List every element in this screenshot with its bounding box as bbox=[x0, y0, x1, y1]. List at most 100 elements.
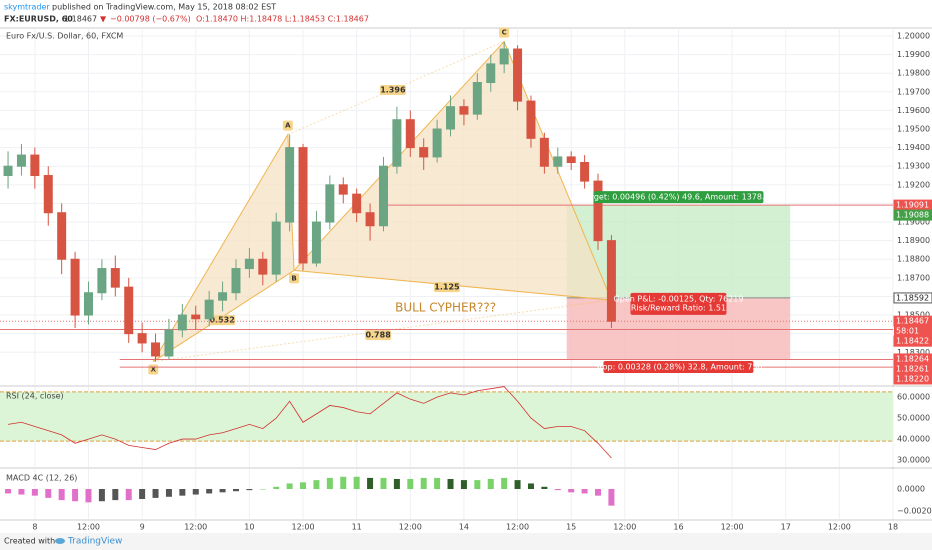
rsi-band bbox=[0, 391, 893, 442]
annotation: BULL CYPHER??? bbox=[395, 300, 496, 314]
y-tick-label: 1.20000 bbox=[897, 31, 930, 40]
footer-bar bbox=[0, 533, 932, 550]
symbol: FX:EURUSD, 60 bbox=[4, 15, 73, 24]
footer-brand[interactable]: TradingView bbox=[67, 537, 122, 547]
candle-body bbox=[70, 258, 80, 316]
y-tick-label: 0.0000 bbox=[897, 485, 925, 494]
x-tick-label: 12:00 bbox=[184, 523, 207, 532]
candle-body bbox=[311, 221, 321, 264]
macd-bar bbox=[380, 477, 387, 489]
macd-bar bbox=[474, 480, 481, 489]
macd-bar bbox=[581, 489, 588, 494]
y-tick-label: 1.19500 bbox=[897, 125, 930, 134]
footer-created: Created with bbox=[4, 537, 55, 546]
x-tick-label: 12:00 bbox=[77, 523, 100, 532]
x-tick-label: 12:00 bbox=[828, 523, 851, 532]
candle-body bbox=[419, 147, 429, 158]
stop-label: Stop: 0.00328 (0.28%) 32.8, Amount: 750 bbox=[594, 362, 762, 371]
x-tick-label: 12:00 bbox=[613, 523, 636, 532]
price-tag-label: 1.19091 bbox=[896, 201, 929, 210]
candle-body bbox=[338, 184, 348, 195]
macd-bar bbox=[434, 477, 441, 489]
y-tick-label: 1.19400 bbox=[897, 143, 930, 152]
y-tick-label: 1.19800 bbox=[897, 69, 930, 78]
y-tick-label: 1.19700 bbox=[897, 87, 930, 96]
price-tag bbox=[893, 373, 932, 385]
candle-body bbox=[325, 184, 335, 223]
y-tick-label: −0.0020 bbox=[897, 507, 932, 516]
macd-bar bbox=[568, 489, 575, 493]
rsi-line bbox=[7, 386, 612, 459]
macd-bar bbox=[447, 479, 454, 489]
ratio-label: 0.788 bbox=[365, 331, 391, 340]
y-tick-label: 1.19000 bbox=[897, 218, 930, 227]
point-label: C bbox=[502, 29, 507, 37]
candle-body bbox=[539, 137, 549, 167]
macd-bar bbox=[232, 489, 239, 492]
candle-body bbox=[472, 82, 482, 115]
ratio-badge bbox=[433, 282, 460, 293]
candle-body bbox=[513, 48, 523, 102]
pnl-box bbox=[630, 292, 727, 315]
candle-body bbox=[124, 286, 134, 335]
point-badge bbox=[499, 27, 510, 38]
x-tick-label: 8 bbox=[32, 523, 37, 532]
x-tick-label: 14 bbox=[459, 523, 469, 532]
macd-bar bbox=[393, 479, 400, 489]
price-tag bbox=[893, 209, 932, 221]
ratio-badge bbox=[209, 315, 236, 326]
candle-body bbox=[57, 212, 67, 260]
price-tag-label: 1.18422 bbox=[896, 337, 929, 346]
candle-body bbox=[446, 106, 456, 130]
y-tick-label: 30.0000 bbox=[897, 456, 930, 465]
countdown-box bbox=[894, 326, 932, 337]
author[interactable]: skymtrader bbox=[4, 3, 50, 12]
candle-body bbox=[580, 162, 590, 182]
ohlc: O:1.18470 H:1.18478 L:1.18453 C:1.18467 bbox=[196, 15, 369, 24]
point-label: X bbox=[151, 366, 157, 374]
macd-bar bbox=[192, 489, 199, 495]
candle-body bbox=[378, 165, 388, 227]
macd-bar bbox=[300, 482, 307, 489]
candle-body bbox=[526, 100, 536, 139]
candle-body bbox=[499, 48, 509, 65]
y-tick-label: 50.0000 bbox=[897, 414, 930, 423]
ratio-label: 1.396 bbox=[380, 85, 406, 94]
candle-body bbox=[177, 314, 187, 331]
macd-bar bbox=[259, 489, 266, 490]
y-tick-label: 1.18700 bbox=[897, 273, 930, 282]
macd-bar bbox=[501, 477, 508, 489]
x-tick-label: 9 bbox=[140, 523, 145, 532]
macd-bar bbox=[246, 489, 253, 491]
candle-body bbox=[97, 268, 107, 294]
candle-body bbox=[432, 128, 442, 158]
candle-body bbox=[606, 240, 616, 322]
point-label: B bbox=[291, 274, 296, 282]
panel-title: MACD 4C (12, 26) bbox=[6, 474, 77, 483]
candle-body bbox=[16, 154, 26, 167]
target-label: Target: 0.00496 (0.42%) 49.6, Amount: 13… bbox=[581, 193, 774, 202]
candle-body bbox=[553, 156, 563, 167]
point-label: A bbox=[285, 122, 291, 130]
last-price: 1.18467 bbox=[64, 15, 97, 24]
candle-body bbox=[298, 147, 308, 264]
candle-body bbox=[30, 154, 40, 177]
x-tick-label: 17 bbox=[781, 523, 791, 532]
macd-bar bbox=[72, 489, 79, 502]
y-tick-label: 1.18900 bbox=[897, 236, 930, 245]
candle-body bbox=[593, 180, 603, 242]
price-tag-label: 1.19088 bbox=[896, 211, 929, 220]
pattern-guide bbox=[294, 269, 612, 301]
chart-title: Euro Fx/U.S. Dollar, 60, FXCM bbox=[6, 32, 123, 41]
macd-bar bbox=[595, 489, 602, 496]
candle-body bbox=[459, 106, 469, 115]
macd-bar bbox=[608, 489, 615, 506]
ratio-label: 0.532 bbox=[209, 316, 234, 325]
y-tick-label: 1.18800 bbox=[897, 255, 930, 264]
countdown: 58:01 bbox=[896, 327, 919, 336]
price-tag-label: 1.18592 bbox=[896, 293, 929, 302]
candle-body bbox=[271, 221, 281, 275]
candle-body bbox=[566, 156, 576, 164]
x-tick-label: 10 bbox=[244, 523, 254, 532]
